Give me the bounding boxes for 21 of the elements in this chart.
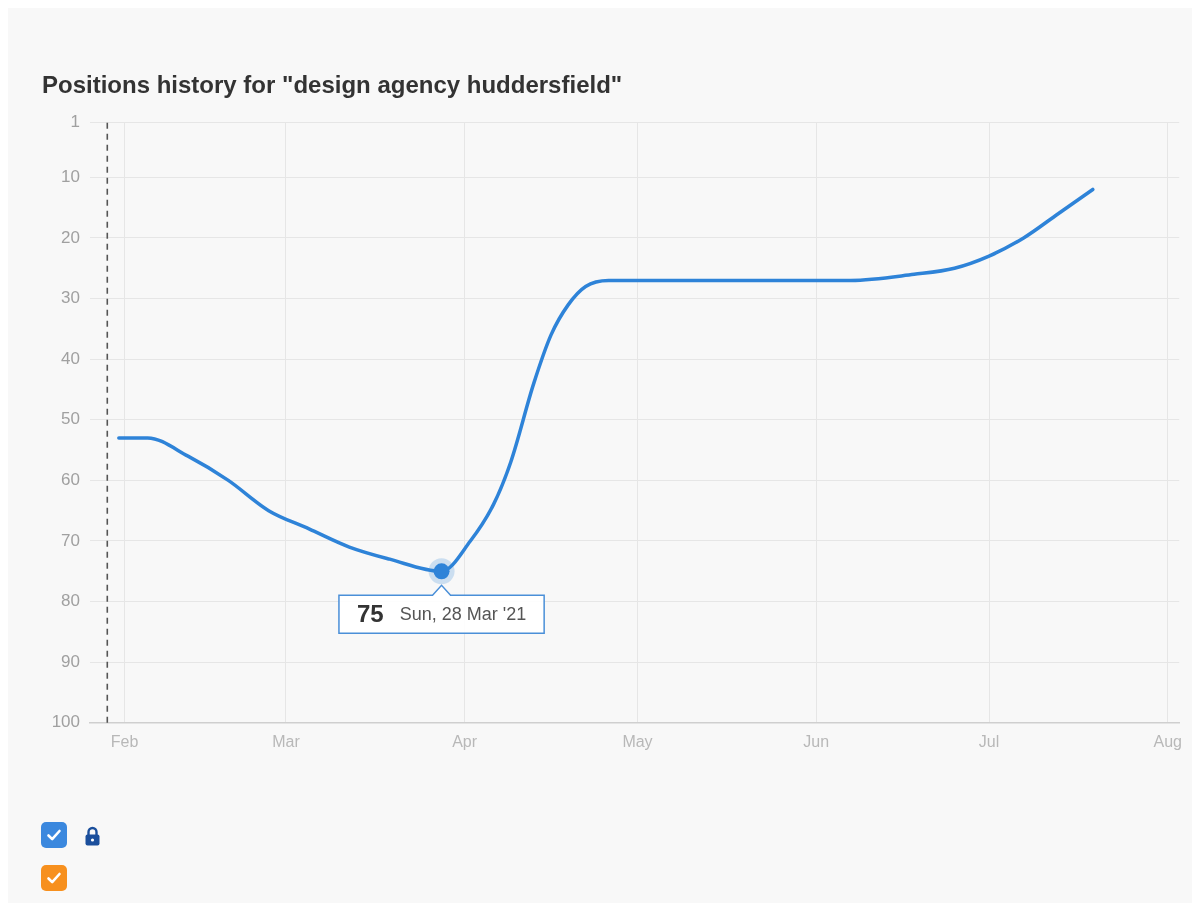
y-tick-label: 50 bbox=[61, 409, 80, 429]
x-tick-label: Jun bbox=[803, 732, 830, 750]
y-tick-label: 10 bbox=[61, 167, 80, 187]
y-tick-label: 80 bbox=[61, 591, 80, 611]
y-tick-label: 20 bbox=[61, 227, 80, 247]
y-tick-label: 100 bbox=[51, 712, 80, 732]
x-tick-label: Jul bbox=[978, 732, 1000, 750]
x-tick-label: Aug bbox=[1153, 732, 1182, 750]
y-tick-label: 90 bbox=[61, 651, 80, 671]
annotation: 75 bbox=[356, 599, 384, 627]
y-tick-label: 1 bbox=[70, 112, 80, 132]
y-tick-label: 30 bbox=[61, 288, 80, 308]
x-tick-label: Mar bbox=[272, 732, 301, 750]
y-tick-label: 60 bbox=[61, 470, 80, 490]
x-tick-label: Apr bbox=[452, 732, 478, 750]
x-tick-label: Feb bbox=[110, 732, 139, 750]
y-tick-label: 40 bbox=[61, 348, 80, 368]
chart-title: Positions history for "design agency huddersfield" bbox=[42, 71, 623, 99]
y-tick-label: 70 bbox=[61, 530, 80, 550]
annotation: Sun, 28 Mar '21 bbox=[399, 604, 527, 625]
x-tick-label: May bbox=[622, 732, 653, 750]
